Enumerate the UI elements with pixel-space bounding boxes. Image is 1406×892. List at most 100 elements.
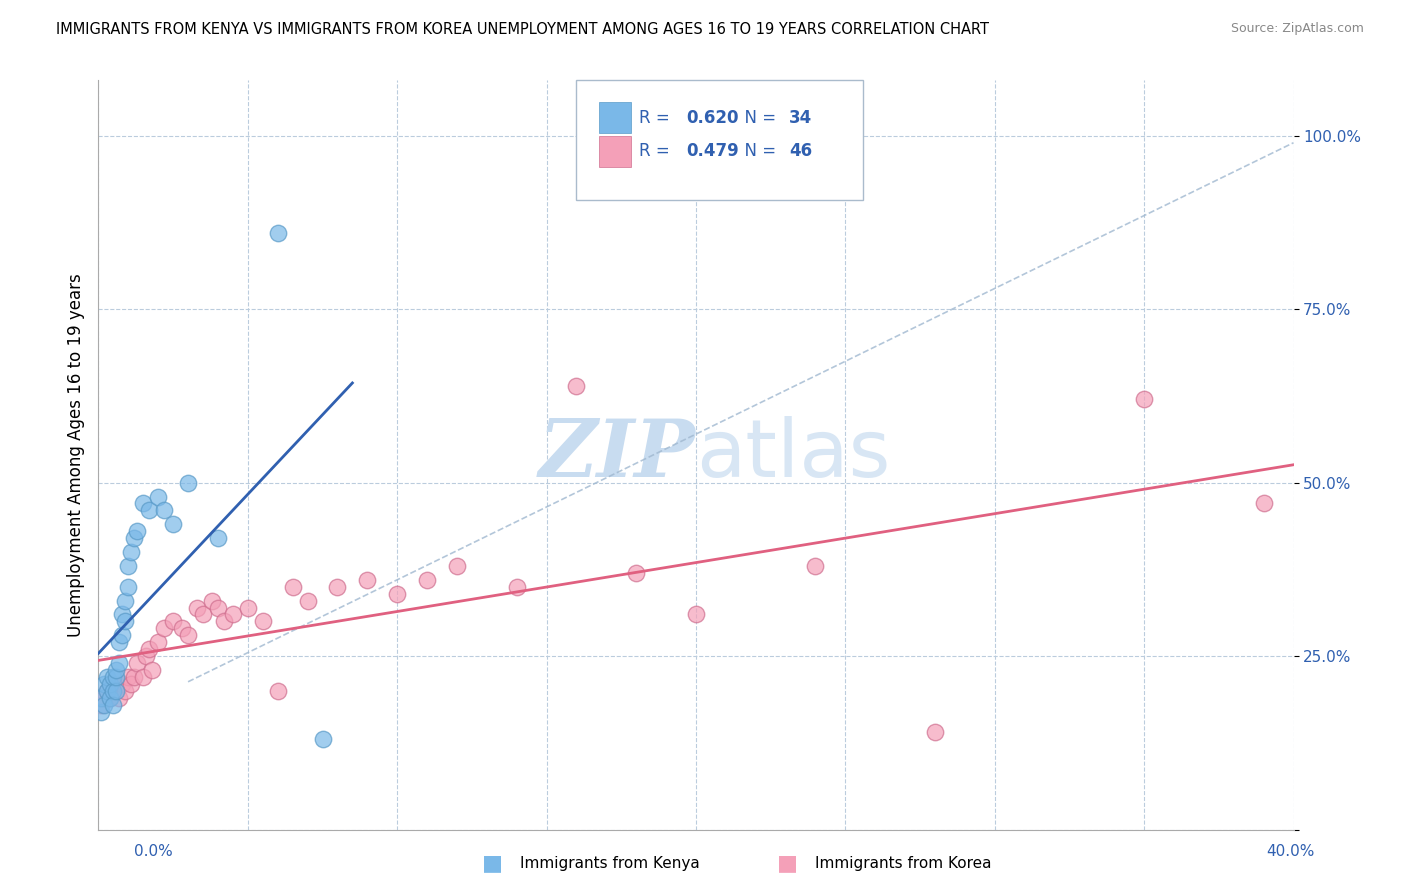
Point bbox=[138, 503, 160, 517]
Point bbox=[111, 628, 134, 642]
Point bbox=[201, 593, 224, 607]
Point bbox=[207, 531, 229, 545]
Text: 0.0%: 0.0% bbox=[134, 845, 173, 859]
Point bbox=[120, 545, 142, 559]
Point bbox=[117, 558, 139, 573]
Point bbox=[177, 628, 200, 642]
Point bbox=[267, 683, 290, 698]
Point bbox=[90, 698, 112, 712]
FancyBboxPatch shape bbox=[599, 102, 631, 134]
Point bbox=[153, 503, 176, 517]
Point bbox=[120, 677, 142, 691]
Point bbox=[105, 663, 128, 677]
Point bbox=[90, 690, 112, 705]
Point bbox=[132, 496, 155, 510]
Point bbox=[446, 558, 468, 573]
Point bbox=[252, 615, 274, 629]
Point bbox=[105, 683, 128, 698]
Point bbox=[297, 593, 319, 607]
Point bbox=[105, 683, 128, 698]
Point bbox=[138, 642, 160, 657]
Point bbox=[103, 670, 125, 684]
Point bbox=[177, 475, 200, 490]
Point bbox=[98, 677, 122, 691]
Point bbox=[114, 615, 136, 629]
Point bbox=[162, 615, 184, 629]
Point bbox=[98, 690, 122, 705]
FancyBboxPatch shape bbox=[576, 80, 863, 200]
Text: Immigrants from Kenya: Immigrants from Kenya bbox=[520, 856, 700, 871]
Text: Source: ZipAtlas.com: Source: ZipAtlas.com bbox=[1230, 22, 1364, 36]
Text: ■: ■ bbox=[778, 854, 797, 873]
Text: R =: R = bbox=[638, 143, 675, 161]
Point bbox=[117, 670, 139, 684]
Point bbox=[114, 593, 136, 607]
Point bbox=[222, 607, 245, 622]
Point bbox=[103, 683, 125, 698]
Point bbox=[148, 635, 170, 649]
Text: 0.479: 0.479 bbox=[686, 143, 740, 161]
Point bbox=[93, 698, 115, 712]
Point bbox=[267, 226, 290, 240]
Point bbox=[191, 607, 214, 622]
Point bbox=[356, 573, 378, 587]
Point bbox=[108, 690, 131, 705]
Y-axis label: Unemployment Among Ages 16 to 19 years: Unemployment Among Ages 16 to 19 years bbox=[66, 273, 84, 637]
Point bbox=[96, 683, 118, 698]
Text: N =: N = bbox=[734, 143, 782, 161]
Point bbox=[626, 566, 648, 580]
Text: ■: ■ bbox=[482, 854, 502, 873]
Point bbox=[108, 656, 131, 670]
FancyBboxPatch shape bbox=[599, 136, 631, 167]
Text: 34: 34 bbox=[789, 109, 813, 127]
Point bbox=[141, 663, 163, 677]
Point bbox=[685, 607, 707, 622]
Point bbox=[108, 635, 131, 649]
Point bbox=[385, 587, 409, 601]
Point bbox=[114, 683, 136, 698]
Point bbox=[186, 600, 208, 615]
Point bbox=[90, 705, 112, 719]
Point bbox=[103, 677, 125, 691]
Text: R =: R = bbox=[638, 109, 675, 127]
Text: IMMIGRANTS FROM KENYA VS IMMIGRANTS FROM KOREA UNEMPLOYMENT AMONG AGES 16 TO 19 : IMMIGRANTS FROM KENYA VS IMMIGRANTS FROM… bbox=[56, 22, 990, 37]
Point bbox=[804, 558, 827, 573]
Text: N =: N = bbox=[734, 109, 782, 127]
Text: 0.620: 0.620 bbox=[686, 109, 740, 127]
Point bbox=[111, 607, 134, 622]
Point bbox=[172, 621, 194, 635]
Point bbox=[96, 670, 118, 684]
Point bbox=[326, 580, 349, 594]
Point bbox=[124, 531, 146, 545]
Point bbox=[111, 677, 134, 691]
Point bbox=[127, 656, 149, 670]
Point bbox=[565, 378, 588, 392]
Text: 46: 46 bbox=[789, 143, 813, 161]
Point bbox=[117, 580, 139, 594]
Text: Immigrants from Korea: Immigrants from Korea bbox=[815, 856, 993, 871]
Point bbox=[207, 600, 229, 615]
Point bbox=[105, 670, 128, 684]
Point bbox=[506, 580, 529, 594]
Point bbox=[98, 690, 122, 705]
Point bbox=[416, 573, 439, 587]
Point bbox=[93, 677, 115, 691]
Text: atlas: atlas bbox=[696, 416, 890, 494]
Point bbox=[135, 649, 157, 664]
Point bbox=[924, 725, 946, 739]
Point bbox=[162, 517, 184, 532]
Point bbox=[153, 621, 176, 635]
Point bbox=[103, 698, 125, 712]
Point bbox=[124, 670, 146, 684]
Point bbox=[127, 524, 149, 539]
Point bbox=[96, 683, 118, 698]
Point bbox=[236, 600, 259, 615]
Point bbox=[212, 615, 235, 629]
Point bbox=[93, 690, 115, 705]
Text: 40.0%: 40.0% bbox=[1267, 845, 1315, 859]
Point bbox=[132, 670, 155, 684]
Point bbox=[1133, 392, 1156, 407]
Point bbox=[1253, 496, 1275, 510]
Point bbox=[281, 580, 304, 594]
Text: ZIP: ZIP bbox=[538, 417, 696, 493]
